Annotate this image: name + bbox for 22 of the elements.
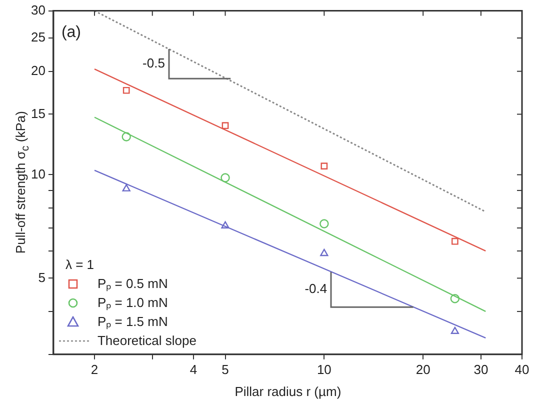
x-axis-title: Pillar radius r (µm) [234,384,342,400]
annotation: -0.4 [304,280,328,296]
x-tick-label: 4 [190,362,198,377]
x-tick-label: 30 [474,362,488,377]
x-tick-label: 5 [222,362,229,377]
x-tick-label: 20 [416,362,430,377]
annotation: (a) [61,24,82,42]
y-tick-label: 25 [30,30,46,45]
annotation: -0.5 [142,56,165,71]
y-tick-label: 30 [30,2,46,18]
y-tick-label: 5 [38,270,46,285]
legend-label: Pₚ = 0.5 mN [97,275,168,294]
x-tick-label: 2 [90,362,98,377]
legend-label: Pₚ = 1.5 mN [97,313,168,332]
legend-title: λ = 1 [65,256,95,274]
y-tick-label: 15 [30,106,46,121]
legend-label: Pₚ = 1.0 mN [97,294,168,312]
x-tick-label: 10 [316,362,332,377]
y-tick-label: 10 [30,166,46,182]
x-tick-label: 40 [514,362,530,377]
y-tick-label: 20 [30,62,46,78]
legend-label: Theoretical slope [97,332,196,350]
